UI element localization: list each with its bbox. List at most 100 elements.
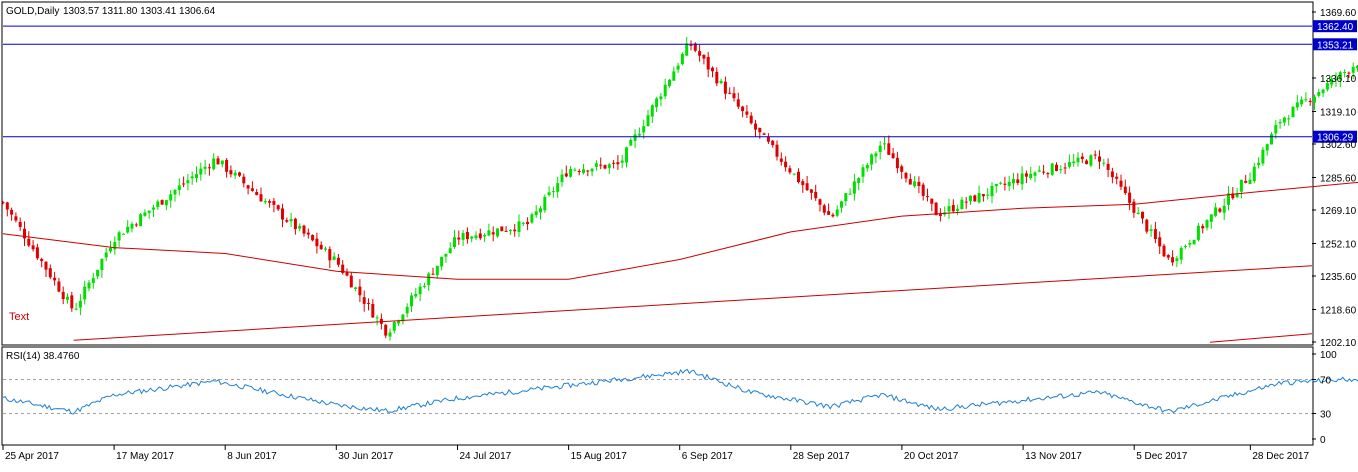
bear-candle <box>328 249 332 261</box>
bull-candle <box>96 269 100 277</box>
bull-candle <box>668 79 671 87</box>
bear-candle <box>1123 186 1127 194</box>
bear-candle <box>276 205 280 210</box>
bear-candle <box>1106 163 1110 170</box>
bull-candle <box>66 296 69 300</box>
bear-candle <box>1128 192 1132 203</box>
bear-candle <box>1016 179 1020 183</box>
time-axis-label: 24 Jul 2017 <box>460 451 512 462</box>
bear-candle <box>895 157 899 169</box>
bear-candle <box>315 238 319 247</box>
bull-candle <box>1072 161 1076 164</box>
bull-candle <box>1304 99 1308 101</box>
bull-candle <box>1076 157 1080 163</box>
bull-candle <box>1037 170 1041 172</box>
bull-candle <box>1300 99 1304 105</box>
bull-candle <box>233 172 237 176</box>
bear-candle <box>40 258 44 262</box>
bull-candle <box>1012 178 1015 184</box>
bear-candle <box>1115 176 1119 179</box>
bear-candle <box>564 173 568 177</box>
time-axis-label: 25 Apr 2017 <box>5 451 59 462</box>
bear-candle <box>1063 167 1067 169</box>
bear-candle <box>775 144 779 157</box>
rsi-line <box>2 368 1358 415</box>
bear-candle <box>981 194 985 197</box>
bear-candle <box>921 184 925 196</box>
bear-candle <box>229 170 233 175</box>
bear-candle <box>1132 201 1136 213</box>
bear-candle <box>500 226 504 232</box>
bull-candle <box>298 225 302 229</box>
rsi-panel-frame <box>1 346 1314 446</box>
bull-candle <box>354 287 358 289</box>
bear-candle <box>465 231 469 240</box>
bull-candle <box>173 189 177 195</box>
bull-candle <box>1209 214 1213 222</box>
bull-candle <box>1343 72 1347 74</box>
bull-candle <box>1050 163 1054 175</box>
bull-candle <box>1248 179 1252 184</box>
bull-candle <box>792 173 796 175</box>
bull-candle <box>986 194 990 196</box>
bull-candle <box>530 214 534 223</box>
bear-candle <box>887 143 891 155</box>
bear-candle <box>1153 229 1157 240</box>
bear-candle <box>1042 171 1046 173</box>
bull-candle <box>1321 89 1325 94</box>
time-axis-label: 6 Sep 2017 <box>682 451 734 462</box>
bull-candle <box>947 206 951 212</box>
bull-candle <box>104 252 108 258</box>
bull-candle <box>1192 239 1196 245</box>
bear-candle <box>362 297 366 304</box>
bull-candle <box>1239 179 1243 192</box>
bull-candle <box>1287 118 1291 120</box>
bear-candle <box>891 153 895 159</box>
bear-candle <box>1024 173 1028 177</box>
bull-candle <box>844 193 848 201</box>
bear-candle <box>762 133 766 135</box>
time-axis-label: 30 Jun 2017 <box>338 451 393 462</box>
bear-candle <box>349 275 353 288</box>
bull-candle <box>994 183 998 187</box>
price-level-tag-label: 1306.29 <box>1317 133 1354 144</box>
bull-candle <box>397 320 401 324</box>
bear-candle <box>827 211 831 215</box>
bull-candle <box>1274 125 1278 134</box>
bear-candle <box>48 268 52 278</box>
price-axis-label: 1218.60 <box>1320 305 1357 316</box>
bull-candle <box>1356 65 1358 69</box>
bear-candle <box>182 183 186 185</box>
rsi-axis-label: 0 <box>1320 435 1326 446</box>
bull-candle <box>1252 166 1256 182</box>
bear-candle <box>779 158 783 162</box>
rsi-axis-label: 70 <box>1320 376 1332 387</box>
bear-candle <box>951 205 955 212</box>
bull-candle <box>1330 78 1334 85</box>
bull-candle <box>1089 155 1093 166</box>
bull-candle <box>870 154 874 165</box>
bear-candle <box>1171 257 1175 263</box>
bull-candle <box>1059 169 1063 171</box>
time-axis-label: 28 Dec 2017 <box>1252 451 1309 462</box>
price-axis-label: 1285.60 <box>1320 173 1357 184</box>
bear-candle <box>1158 237 1162 247</box>
bull-candle <box>977 192 981 203</box>
bull-candle <box>1334 78 1338 80</box>
bull-candle <box>1338 72 1342 80</box>
rsi-label: RSI(14) 38.4760 <box>6 351 80 362</box>
bear-candle <box>741 106 745 112</box>
bear-candle <box>255 192 259 196</box>
bear-candle <box>771 140 775 146</box>
bull-candle <box>633 134 637 141</box>
bull-candle <box>483 235 487 237</box>
bear-candle <box>457 237 461 240</box>
time-axis-label: 28 Sep 2017 <box>793 451 850 462</box>
bear-candle <box>599 164 603 166</box>
bear-candle <box>732 93 736 99</box>
chart-annotation-text: Text <box>9 311 29 323</box>
bull-candle <box>517 221 521 233</box>
bull-candle <box>1257 162 1261 166</box>
bear-candle <box>57 281 61 292</box>
